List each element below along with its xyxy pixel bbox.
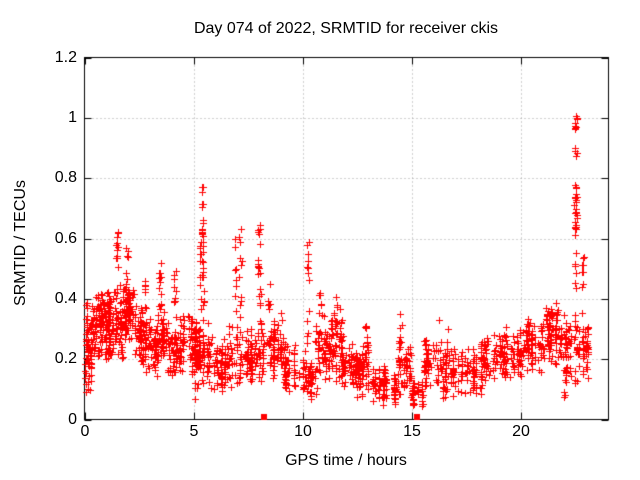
y-tick-label: 0.8 — [54, 169, 77, 186]
chart-title: Day 074 of 2022, SRMTID for receiver cki… — [193, 20, 499, 37]
y-tick-label: 0.6 — [54, 230, 77, 247]
y-tick-label: 0.2 — [54, 350, 77, 367]
y-tick-label: 1 — [68, 109, 77, 126]
x-axis-label: GPS time / hours — [285, 452, 407, 469]
y-tick-label: 0 — [68, 411, 77, 428]
x-tick-label: 20 — [512, 423, 530, 440]
x-tick-label: 10 — [294, 423, 312, 440]
x-tick-label: 0 — [80, 423, 90, 440]
x-tick-label: 5 — [189, 423, 199, 440]
y-tick-label: 0.4 — [54, 290, 77, 307]
x-tick-label: 15 — [403, 423, 421, 440]
y-tick-label: 1.2 — [54, 49, 77, 66]
